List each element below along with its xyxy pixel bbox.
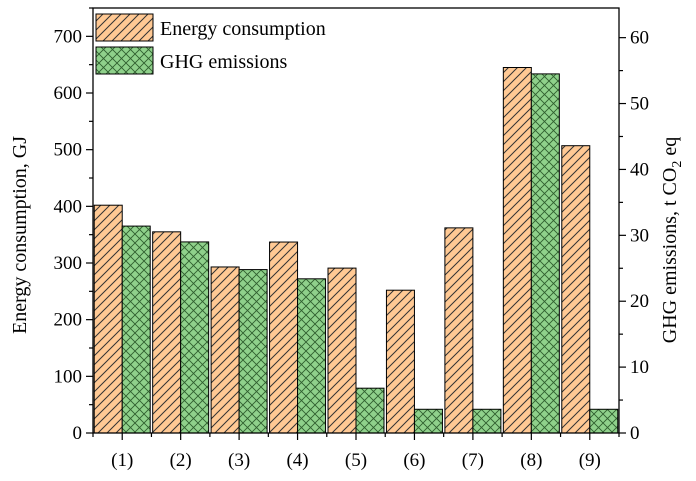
x-tick-label: (2) [170,450,192,471]
x-tick-label: (7) [462,450,484,471]
y-axis-right-title-tail: eq [659,137,681,161]
x-tick-label: (4) [286,450,308,471]
y-right-tick-label: 50 [630,94,649,115]
bar-energy-2 [152,231,182,434]
bar-ghg-4 [297,278,327,434]
y-axis-right-title-subscript: 2 [670,161,685,168]
y-left-tick-label: 500 [54,140,83,161]
legend: Energy consumption GHG emissions [95,13,326,75]
x-tick-label: (5) [345,450,367,471]
y-axis-right-title: GHG emissions, t CO2 eq [659,137,685,343]
bar-energy-4 [269,241,299,434]
bar-energy-8 [502,67,532,434]
y-right-tick-label: 40 [630,159,649,180]
bar-ghg-6 [413,408,443,434]
legend-label-energy: Energy consumption [160,18,326,40]
bar-ghg-3 [238,269,268,434]
y-right-tick-label: 30 [630,225,649,246]
x-tick-label: (6) [403,450,425,471]
y-left-tick-label: 0 [73,423,83,444]
y-left-tick-label: 700 [54,26,83,47]
axes-layer: 0 100 200 300 400 500 600 700 0 10 20 30 40 50 60 (1) (2… [54,7,649,471]
y-axis-right-title-main: GHG emissions, t CO [659,168,681,344]
bars-layer [93,67,619,434]
x-tick-label: (9) [579,450,601,471]
bar-energy-1 [93,204,123,434]
bar-ghg-2 [180,241,210,434]
bar-ghg-8 [530,73,560,434]
y-left-tick-label: 600 [54,83,83,104]
y-right-tick-label: 20 [630,291,649,312]
bar-ghg-9 [589,408,619,434]
y-right-tick-label: 0 [630,423,640,444]
x-tick-label: (3) [228,450,250,471]
legend-swatch-ghg [95,46,154,75]
bar-energy-6 [385,289,415,434]
x-tick-label: (8) [520,450,542,471]
legend-label-ghg: GHG emissions [160,51,287,73]
y-right-tick-label: 60 [630,28,649,49]
bar-energy-9 [561,145,591,434]
y-left-tick-label: 300 [54,253,83,274]
legend-swatch-energy [95,13,154,42]
y-left-tick-label: 400 [54,196,83,217]
bar-ghg-1 [121,225,151,434]
y-left-tick-label: 100 [54,366,83,387]
bar-ghg-7 [472,408,502,434]
bar-energy-7 [444,227,474,434]
bar-energy-3 [210,266,240,434]
y-right-tick-label: 10 [630,357,649,378]
y-left-tick-label: 200 [54,310,83,331]
y-axis-left-title: Energy consumption, GJ [9,136,31,334]
bar-energy-5 [327,267,357,434]
x-tick-label: (1) [111,450,133,471]
bar-ghg-5 [355,387,385,434]
